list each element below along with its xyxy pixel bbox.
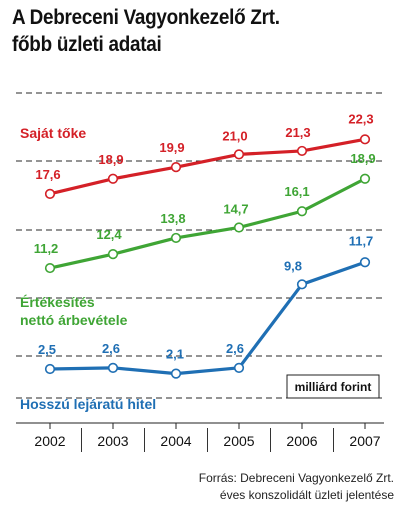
data-point xyxy=(233,362,245,373)
data-point xyxy=(296,145,308,157)
series-name-saja-toke: Saját tőke xyxy=(20,125,86,141)
data-point xyxy=(170,368,182,379)
data-label: 14,7 xyxy=(223,201,248,216)
chart-title-line-1: A Debreceni Vagyonkezelő Zrt. xyxy=(12,6,280,29)
data-label: 11,2 xyxy=(34,241,59,256)
data-point xyxy=(359,173,371,184)
chart-title: A Debreceni Vagyonkezelő Zrt. főbb üzlet… xyxy=(12,4,280,58)
data-point xyxy=(44,188,56,199)
data-label: 18,9 xyxy=(350,151,375,166)
data-label: 19,9 xyxy=(159,140,184,155)
data-point xyxy=(44,363,56,375)
source-note: Forrás: Debreceni Vagyonkezelő Zrt. éves… xyxy=(199,470,394,504)
x-tick-label: 2002 xyxy=(34,433,65,449)
series-line xyxy=(48,260,367,376)
data-point xyxy=(359,257,371,268)
data-point xyxy=(107,362,119,373)
source-line-1: Forrás: Debreceni Vagyonkezelő Zrt. xyxy=(198,471,394,485)
data-label: 2,6 xyxy=(102,341,120,356)
source-line-2: éves konszolidált üzleti jelentése xyxy=(219,488,394,502)
x-tick-label: 2007 xyxy=(349,433,380,449)
data-point xyxy=(296,279,308,290)
data-label: 12,4 xyxy=(96,227,122,242)
data-point xyxy=(233,149,245,160)
x-tick-label: 2005 xyxy=(223,433,254,449)
unit-box xyxy=(286,374,380,399)
data-label: 21,3 xyxy=(285,125,310,140)
data-point xyxy=(107,249,119,260)
data-label: 11,7 xyxy=(349,233,374,248)
data-point xyxy=(170,162,182,173)
unit-label: milliárd forint xyxy=(295,380,372,394)
data-label: 16,1 xyxy=(284,184,309,199)
data-point xyxy=(233,222,245,233)
data-point xyxy=(296,206,308,217)
x-tick-label: 2003 xyxy=(97,433,128,449)
data-point xyxy=(359,134,371,145)
data-label: 2,1 xyxy=(166,347,184,362)
data-point xyxy=(44,262,56,274)
series-line xyxy=(48,177,367,270)
data-label: 2,6 xyxy=(226,341,244,356)
x-tick-label: 2006 xyxy=(286,433,317,449)
data-label: 2,5 xyxy=(38,342,56,357)
data-label: 9,8 xyxy=(284,258,302,273)
series-name-hitel: Hosszú lejáratú hitel xyxy=(20,396,156,412)
data-label: 18,9 xyxy=(98,152,123,167)
series-line xyxy=(48,137,367,196)
data-label: 21,0 xyxy=(222,128,247,143)
series-name-arbevetel-line-1: Értékesítés xyxy=(20,294,95,310)
data-point xyxy=(107,173,119,184)
data-point xyxy=(170,232,182,244)
data-label: 13,8 xyxy=(160,211,185,226)
data-label: 22,3 xyxy=(348,111,373,126)
series-name-arbevetel-line-2: nettó árbevétele xyxy=(20,312,128,328)
x-tick-label: 2004 xyxy=(160,433,191,449)
data-label: 17,6 xyxy=(35,167,60,182)
chart-title-line-2: főbb üzleti adatai xyxy=(12,33,162,56)
